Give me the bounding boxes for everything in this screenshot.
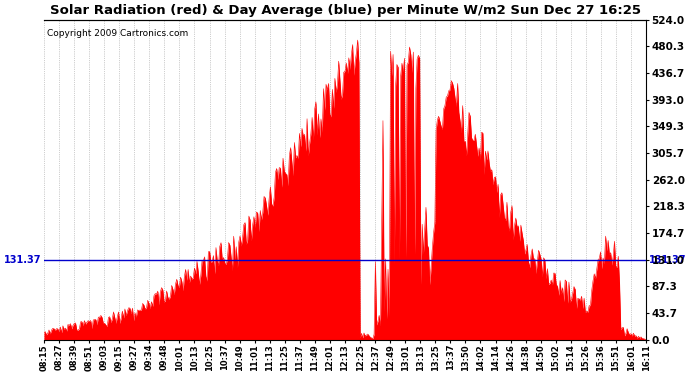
Title: Solar Radiation (red) & Day Average (blue) per Minute W/m2 Sun Dec 27 16:25: Solar Radiation (red) & Day Average (blu… [50,4,640,17]
Text: Copyright 2009 Cartronics.com: Copyright 2009 Cartronics.com [47,29,188,38]
Text: 131.37: 131.37 [649,255,686,264]
Text: 131.37: 131.37 [4,255,41,264]
